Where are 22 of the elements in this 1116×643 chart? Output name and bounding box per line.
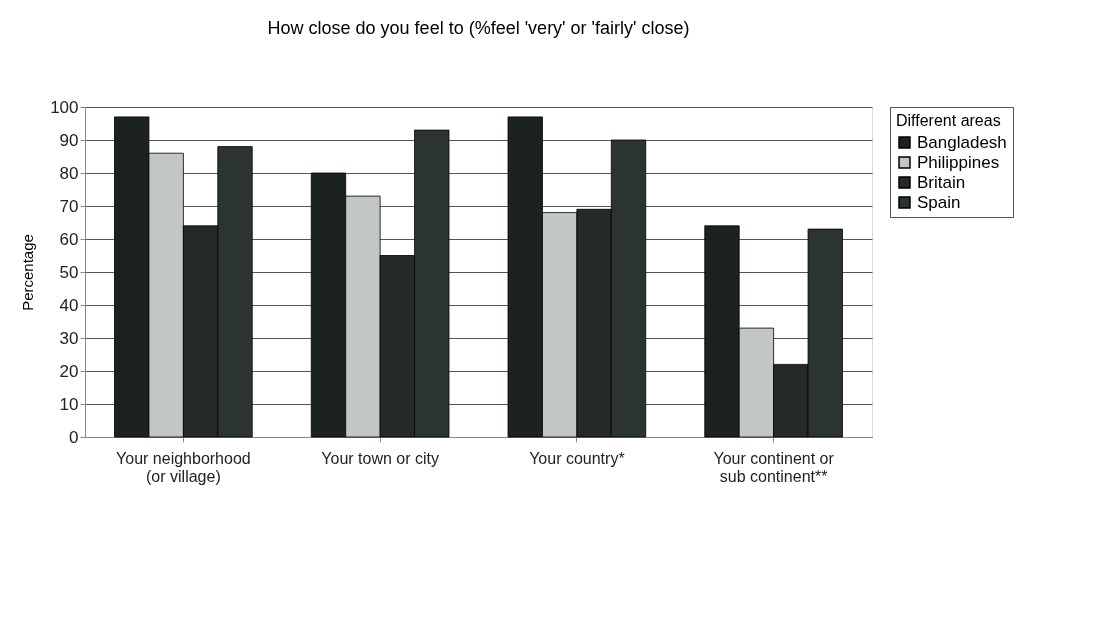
y-tick-label: 50 [59,262,79,282]
y-tick-label: 20 [59,361,79,381]
y-axis-title: Percentage [19,234,37,311]
y-tick-label: 30 [59,328,79,348]
y-tick-label: 40 [59,295,79,315]
y-tick-label: 60 [59,229,79,249]
x-tick-label: Your country* [529,449,625,467]
legend-title: Different areas [896,112,1001,129]
x-tick-label: Your continent or sub continent** [713,449,835,485]
legend-label: Philippines [917,152,1000,172]
y-tick-label: 10 [59,394,79,414]
y-tick-label: 100 [50,97,79,117]
x-tick-label: Your town or city [321,449,439,467]
y-tick-label: 80 [59,163,79,183]
chart-title: How close do you feel to (%feel 'very' or 'fairly' close) [267,18,690,38]
y-tick-label: 0 [69,427,79,447]
legend-label: Bangladesh [917,132,1007,152]
legend-label: Britain [917,172,966,192]
legend-label: Spain [917,192,961,212]
y-tick-label: 90 [59,130,79,150]
y-tick-label: 70 [59,196,79,216]
x-tick-label: Your neighborhood (or village) [116,449,251,485]
